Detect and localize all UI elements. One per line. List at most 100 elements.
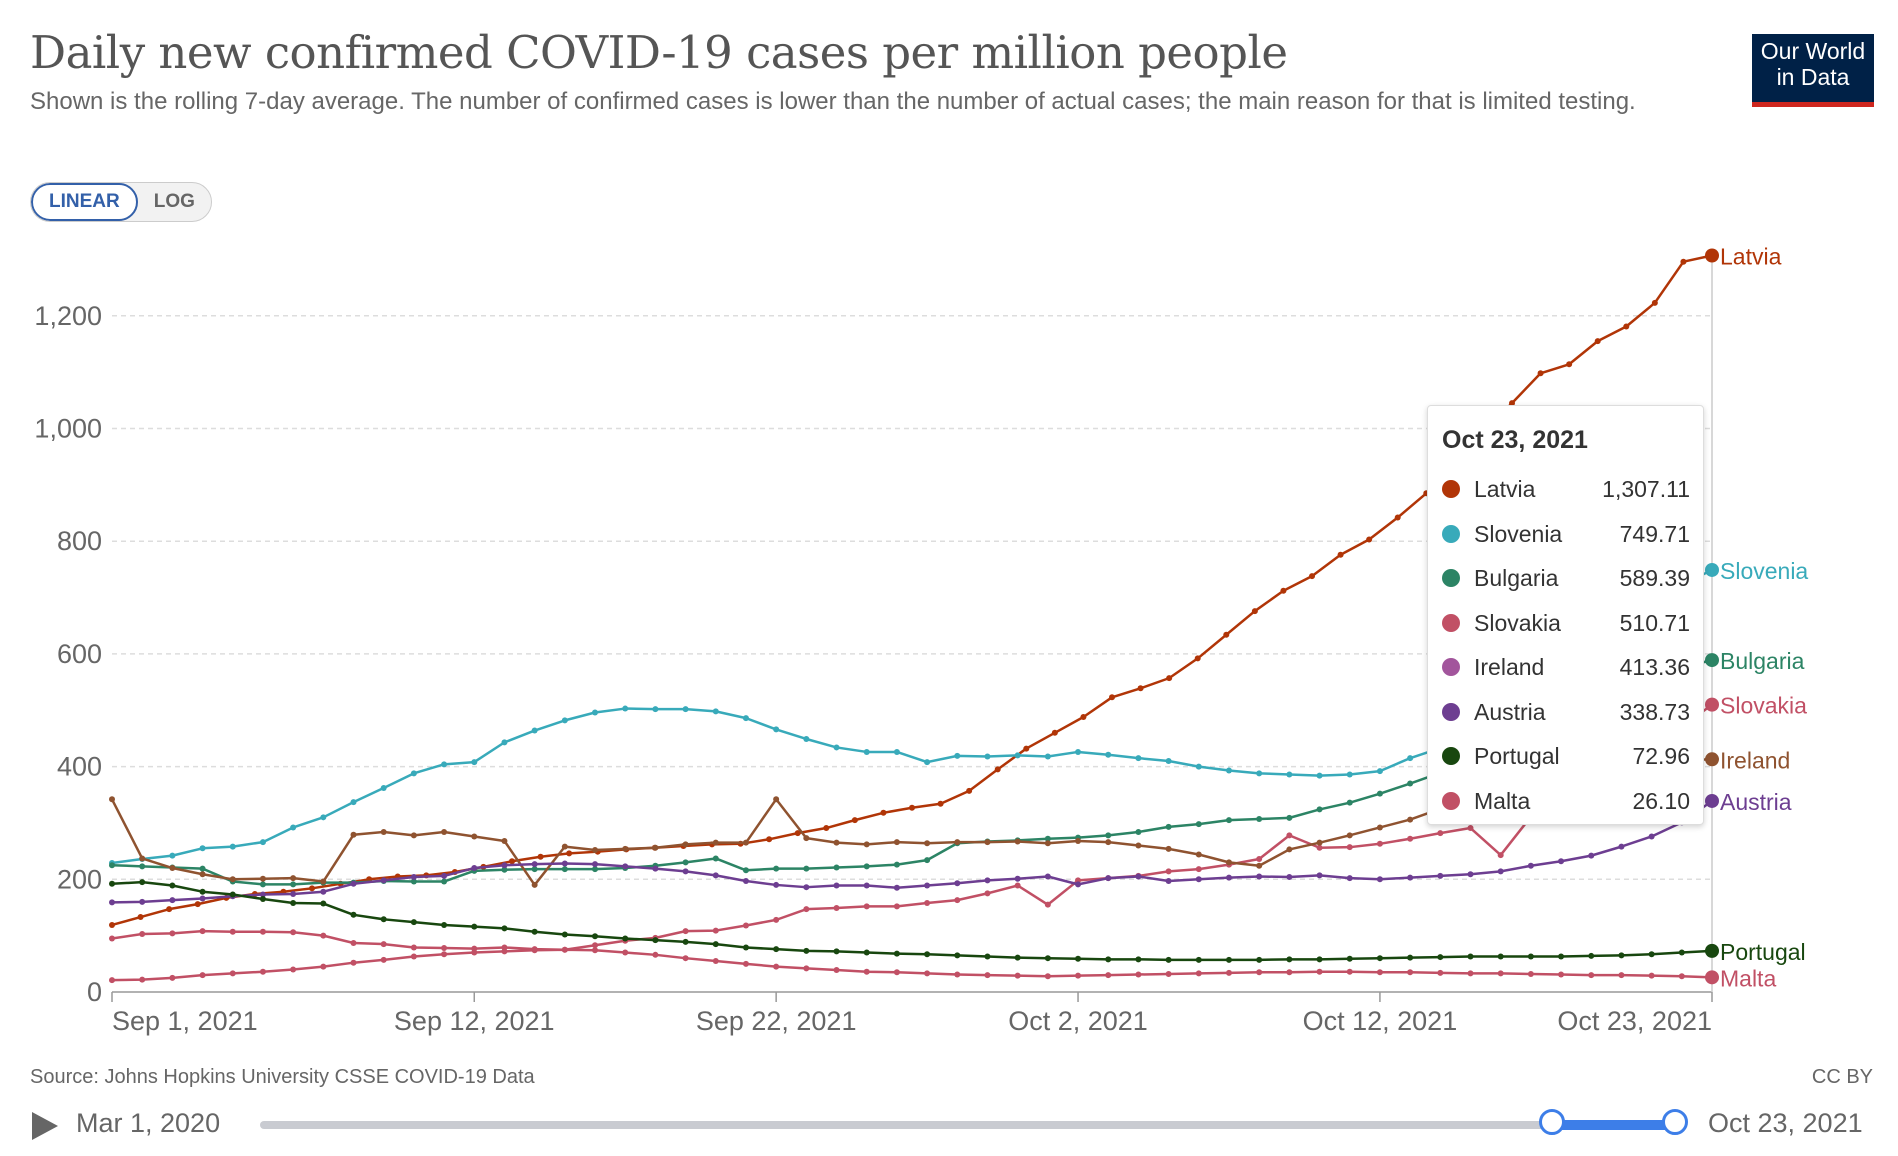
data-point [682,706,689,713]
data-point [1376,840,1383,847]
data-point [169,852,176,859]
data-point [1225,859,1232,866]
data-point [1225,767,1232,774]
data-point [1135,956,1142,963]
data-point [350,911,357,918]
tooltip-value: 589.39 [1619,565,1690,591]
data-point [880,809,887,816]
data-point [773,916,780,923]
legend-dot-icon [1442,702,1460,721]
scale-toggle[interactable]: LINEAR LOG [30,182,212,222]
data-point [561,931,568,938]
data-point [199,865,206,872]
data-point [1316,844,1323,851]
series-label: Ireland [1720,747,1790,773]
legend-dot-icon [1442,747,1460,765]
data-point [1651,299,1658,306]
data-point [1195,956,1202,963]
series-line-slovakia [111,703,1713,951]
data-point [1256,856,1263,863]
data-point [169,865,176,872]
data-point [1407,954,1414,961]
data-point [471,949,478,956]
log-button[interactable]: LOG [153,191,195,212]
data-point [380,916,387,923]
tooltip-row: Bulgaria 589.39 [1442,563,1690,593]
data-point [1195,970,1202,977]
data-point [229,891,236,898]
data-point [109,796,115,803]
data-point [410,919,417,926]
data-point [169,882,176,889]
data-point [1044,973,1051,980]
data-point [290,929,297,936]
timeline-end-handle[interactable] [1662,1109,1688,1135]
play-icon[interactable] [30,1110,60,1142]
data-point [320,963,327,970]
timeline-track[interactable] [260,1121,1675,1129]
data-point [1044,840,1051,847]
data-point [1376,969,1383,976]
data-point [471,759,478,766]
data-point [893,903,900,910]
data-point [290,881,297,888]
data-point [259,881,266,888]
linear-button[interactable]: LINEAR [31,183,138,221]
data-point [320,900,327,907]
data-point [909,804,915,811]
data-point [1075,748,1082,755]
data-point [893,969,900,976]
data-point [1316,839,1323,846]
data-point [954,839,961,846]
data-point [984,877,991,884]
data-point [984,972,991,979]
data-point [139,863,146,870]
data-point [531,861,538,868]
data-point [984,753,991,760]
data-point [1044,955,1051,962]
data-point [1165,877,1172,884]
timeline-selected-range[interactable] [1552,1120,1675,1130]
data-point [199,888,206,895]
data-point [712,872,719,879]
data-point [1588,852,1595,859]
legend-dot-icon [1442,569,1460,587]
x-tick-label: Sep 1, 2021 [112,1006,258,1036]
tooltip-row: Slovakia 510.71 [1442,608,1690,638]
data-point [954,971,961,978]
x-tick-label: Sep 22, 2021 [696,1006,857,1036]
data-point [742,922,749,929]
license-link[interactable]: CC BY [1811,1066,1873,1088]
data-point [1316,968,1323,975]
data-point [1497,852,1504,859]
data-point [441,945,448,952]
data-point [229,843,236,850]
data-point [863,903,870,910]
data-point [712,958,719,965]
data-point [1014,838,1021,845]
data-point [139,976,146,983]
data-point [1648,972,1655,979]
data-point [380,828,387,835]
timeline-start-handle[interactable] [1539,1109,1565,1135]
data-point [1105,875,1112,882]
tooltip-date: Oct 23, 2021 [1442,426,1588,454]
y-tick-label: 0 [87,977,102,1007]
data-point [350,831,357,838]
data-point [320,932,327,939]
data-point [1256,956,1263,963]
data-point [1137,685,1144,692]
data-point [169,974,176,981]
data-point [259,896,266,903]
data-point [1467,953,1474,960]
data-point [290,875,297,882]
owid-logo[interactable]: Our World in Data [1752,34,1874,107]
data-point [1594,338,1601,345]
x-tick-label: Oct 23, 2021 [1557,1006,1712,1036]
data-point [592,933,599,940]
source-note[interactable]: Source: Johns Hopkins University CSSE CO… [30,1066,535,1088]
data-point [1467,871,1474,878]
data-point [501,866,508,873]
data-point [290,966,297,973]
data-point [966,787,973,794]
